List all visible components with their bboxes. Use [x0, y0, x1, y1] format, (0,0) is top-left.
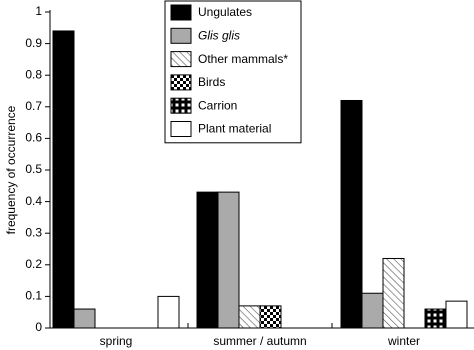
bar [238, 305, 261, 329]
bar [196, 191, 219, 329]
bar [382, 257, 405, 329]
x-tick-label: winter [387, 334, 420, 348]
y-tick-label: 0.2 [25, 257, 42, 271]
bar [259, 305, 282, 329]
bar [52, 30, 75, 329]
x-tick-label: spring [100, 334, 133, 348]
legend-swatch [170, 97, 192, 114]
x-tick-label: summer / autumn [213, 334, 306, 348]
legend-label: Carrion [198, 98, 237, 112]
bar [361, 292, 384, 329]
bar [157, 295, 180, 329]
legend-label: Ungulates [198, 5, 252, 19]
legend-box [164, 0, 302, 144]
legend-swatch [170, 4, 192, 21]
legend-swatch [170, 51, 192, 68]
y-tick-label: 0.1 [25, 289, 42, 303]
bar [424, 308, 447, 329]
bar [340, 99, 363, 329]
legend-label: Glis glis [198, 28, 240, 42]
bar [73, 308, 96, 329]
legend-swatch [170, 121, 192, 137]
y-tick-label: 0.3 [25, 225, 42, 239]
y-tick-label: 0.8 [25, 67, 42, 81]
y-tick-label: 0.5 [25, 162, 42, 176]
y-tick-label: 0.7 [25, 99, 42, 113]
legend-swatch [170, 74, 192, 91]
legend-label: Birds [198, 75, 225, 89]
y-tick-label: 1 [35, 4, 42, 18]
legend-swatch [170, 27, 192, 44]
legend-label: Other mammals* [198, 52, 288, 66]
bar [217, 191, 240, 329]
y-tick-label: 0.4 [25, 194, 42, 208]
y-tick-label: 0 [35, 320, 42, 334]
y-axis-label: frequency of occurrence [4, 105, 18, 234]
y-tick-label: 0.9 [25, 36, 42, 50]
y-tick-label: 0.6 [25, 131, 42, 145]
bar [445, 300, 468, 329]
legend-label: Plant material [198, 122, 271, 136]
